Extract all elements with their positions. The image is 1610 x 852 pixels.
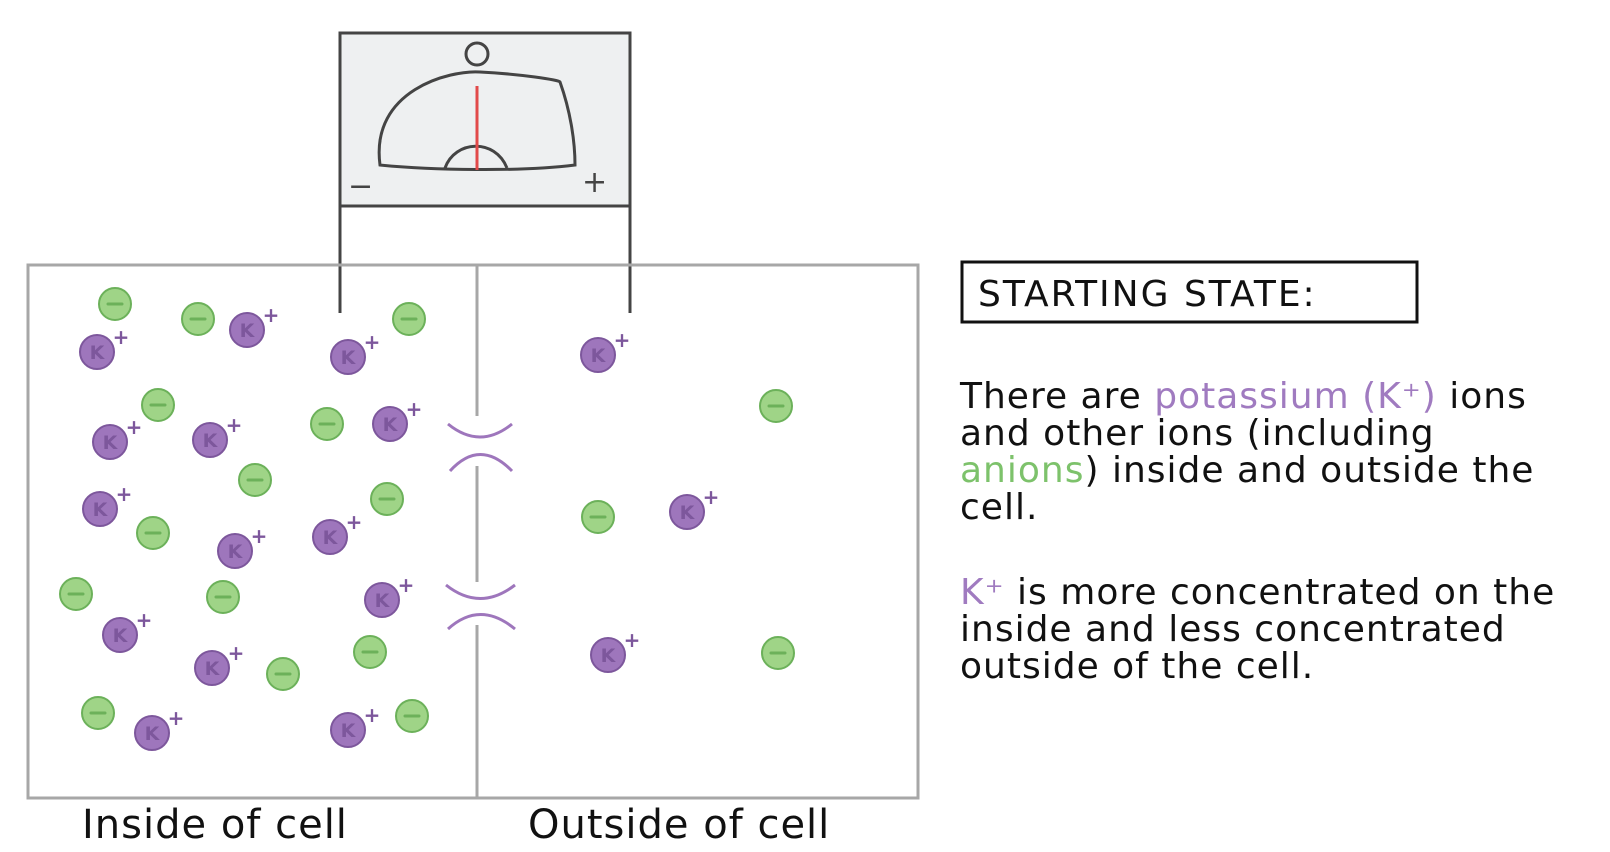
- anion-ion: [353, 635, 387, 669]
- svg-text:K: K: [341, 720, 357, 742]
- potassium-ion: K+: [79, 325, 130, 370]
- potassium-ion: K+: [330, 330, 381, 375]
- potassium-ion: K+: [134, 706, 185, 751]
- paragraph-1: There are potassium (K⁺) ions and other …: [960, 378, 1560, 526]
- svg-text:+: +: [126, 415, 143, 439]
- svg-text:K: K: [90, 342, 106, 364]
- potassium-ion: K+: [92, 415, 143, 460]
- svg-text:+: +: [624, 628, 641, 652]
- potassium-ion: K+: [102, 608, 153, 653]
- svg-text:K: K: [93, 499, 109, 521]
- anion-ion: [238, 463, 272, 497]
- svg-text:K: K: [240, 320, 256, 342]
- potassium-ion: K+: [229, 303, 280, 348]
- svg-text:+: +: [703, 485, 720, 509]
- explanation-text: There are potassium (K⁺) ions and other …: [960, 378, 1560, 733]
- anion-ion: [81, 696, 115, 730]
- svg-text:+: +: [168, 706, 185, 730]
- svg-text:K: K: [383, 414, 399, 436]
- svg-text:+: +: [263, 303, 280, 327]
- starting-state-title: STARTING STATE:: [978, 274, 1317, 315]
- potassium-ion: K+: [590, 628, 641, 673]
- svg-text:K: K: [591, 345, 607, 367]
- potassium-ion: K+: [82, 482, 133, 527]
- svg-text:+: +: [406, 397, 423, 421]
- ion-channel: [445, 583, 516, 631]
- anion-ion: [581, 500, 615, 534]
- anion-ion: [310, 407, 344, 441]
- meter-knob: [464, 41, 490, 67]
- svg-text:+: +: [136, 608, 153, 632]
- svg-text:+: +: [251, 524, 268, 548]
- anion-ion: [266, 657, 300, 691]
- anion-ion: [141, 388, 175, 422]
- svg-text:+: +: [346, 510, 363, 534]
- ion-channel: [447, 422, 514, 473]
- anion-ion: [370, 482, 404, 516]
- anion-ion: [759, 389, 793, 423]
- paragraph-2: K⁺ is more concentrated on the inside an…: [960, 574, 1560, 685]
- svg-text:K: K: [228, 541, 244, 563]
- potassium-ion: K+: [330, 703, 381, 748]
- svg-text:K: K: [341, 347, 357, 369]
- svg-text:+: +: [398, 573, 415, 597]
- potassium-term: potassium (K⁺): [1154, 376, 1437, 417]
- text-fragment: is more concentrated on the inside and l…: [960, 572, 1556, 687]
- svg-text:K: K: [601, 645, 617, 667]
- voltmeter: − +: [338, 31, 632, 313]
- text-fragment: There are: [960, 376, 1155, 417]
- potassium-ion: K+: [580, 328, 631, 373]
- meter-pivot: [443, 144, 509, 169]
- potassium-ion: K+: [312, 510, 363, 555]
- anion-ion: [206, 580, 240, 614]
- inside-cell-label: Inside of cell: [82, 802, 348, 848]
- svg-text:+: +: [364, 703, 381, 727]
- svg-text:+: +: [113, 325, 130, 349]
- meter-plus: +: [582, 165, 607, 200]
- potassium-ion: K+: [192, 413, 243, 458]
- anion-ion: [98, 287, 132, 321]
- text-fragment: ions and other ions (including: [960, 376, 1527, 454]
- anion-ion: [761, 636, 795, 670]
- svg-text:+: +: [116, 482, 133, 506]
- potassium-term: K⁺: [960, 572, 1005, 613]
- svg-text:K: K: [203, 430, 219, 452]
- svg-text:+: +: [228, 641, 245, 665]
- anion-ion: [395, 699, 429, 733]
- potassium-ion: K+: [364, 573, 415, 618]
- anion-ion: [59, 577, 93, 611]
- svg-text:K: K: [323, 527, 339, 549]
- meter-dial: [377, 70, 577, 172]
- anion-ion: [181, 302, 215, 336]
- svg-text:K: K: [103, 432, 119, 454]
- svg-text:K: K: [375, 590, 391, 612]
- anion-ion: [392, 302, 426, 336]
- anions-term: anions: [960, 450, 1085, 491]
- svg-text:K: K: [113, 625, 129, 647]
- cell-box: [26, 263, 920, 800]
- potassium-ion: K+: [217, 524, 268, 569]
- text-fragment: ) inside and outside the cell.: [960, 450, 1535, 528]
- potassium-ion: K+: [372, 397, 423, 442]
- svg-text:K: K: [205, 658, 221, 680]
- meter-minus: −: [348, 169, 373, 204]
- anion-ion: [136, 516, 170, 550]
- svg-text:+: +: [364, 330, 381, 354]
- ions-layer: K+ K+K+K+K+ K+K+K+ K+K+K+K+K+K+K+K+K+: [59, 287, 795, 751]
- potassium-ion: K+: [194, 641, 245, 686]
- svg-text:+: +: [614, 328, 631, 352]
- svg-text:K: K: [145, 723, 161, 745]
- svg-text:+: +: [226, 413, 243, 437]
- outside-cell-label: Outside of cell: [528, 802, 830, 848]
- svg-text:K: K: [680, 502, 696, 524]
- potassium-ion: K+: [669, 485, 720, 530]
- starting-state-box: STARTING STATE:: [960, 260, 1419, 324]
